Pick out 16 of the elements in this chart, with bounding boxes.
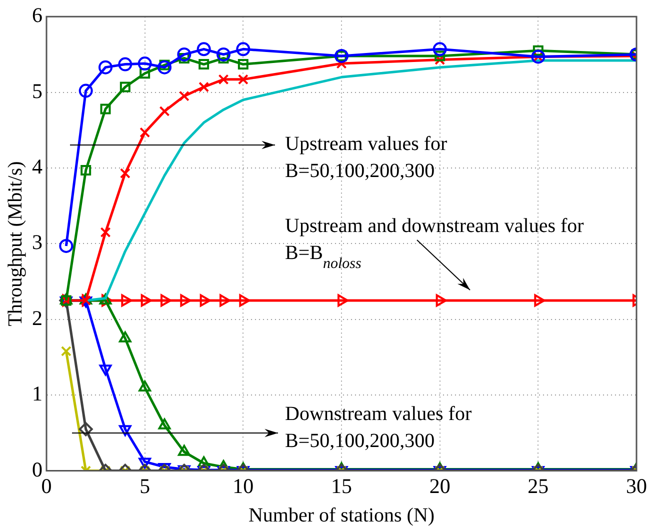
x-tick-label: 15 (331, 474, 352, 498)
x-tick-label: 10 (232, 474, 254, 498)
annotation: Upstream values for B=50,100,200,300 (285, 133, 448, 182)
y-tick-label: 1 (32, 382, 42, 406)
x-tick-label: 30 (626, 474, 647, 498)
x-tick-label: 20 (429, 474, 450, 498)
y-tick-label: 5 (32, 78, 42, 103)
y-tick-label: 6 (32, 3, 42, 28)
x-axis-title: Number of stations (N) (248, 504, 435, 526)
y-tick-label: 3 (32, 230, 42, 254)
y-axis-title: Throughput (Mbit/s) (4, 161, 26, 326)
y-tick-label: 4 (32, 154, 43, 179)
x-tick-label: 5 (140, 474, 150, 498)
y-tick-label: 2 (32, 306, 42, 330)
x-tick-label: 25 (528, 474, 549, 498)
y-tick-label: 0 (32, 457, 42, 482)
